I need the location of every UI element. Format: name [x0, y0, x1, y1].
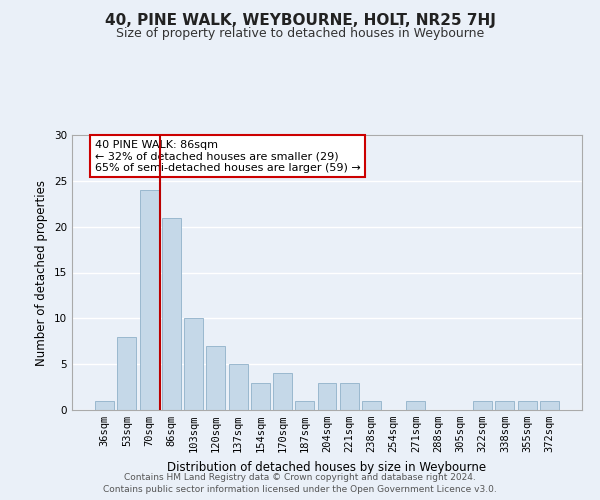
Bar [251, 382, 270, 410]
Bar [95, 401, 114, 410]
Bar [406, 401, 425, 410]
Bar [317, 382, 337, 410]
Text: 40 PINE WALK: 86sqm
← 32% of detached houses are smaller (29)
65% of semi-detach: 40 PINE WALK: 86sqm ← 32% of detached ho… [95, 140, 361, 173]
Bar [473, 401, 492, 410]
X-axis label: Distribution of detached houses by size in Weybourne: Distribution of detached houses by size … [167, 460, 487, 473]
Bar [340, 382, 359, 410]
Bar [496, 401, 514, 410]
Bar [273, 374, 292, 410]
Bar [118, 336, 136, 410]
Text: Size of property relative to detached houses in Weybourne: Size of property relative to detached ho… [116, 28, 484, 40]
Text: Contains HM Land Registry data © Crown copyright and database right 2024.: Contains HM Land Registry data © Crown c… [124, 473, 476, 482]
Text: Contains public sector information licensed under the Open Government Licence v3: Contains public sector information licen… [103, 486, 497, 494]
Y-axis label: Number of detached properties: Number of detached properties [35, 180, 49, 366]
Bar [229, 364, 248, 410]
Text: 40, PINE WALK, WEYBOURNE, HOLT, NR25 7HJ: 40, PINE WALK, WEYBOURNE, HOLT, NR25 7HJ [104, 12, 496, 28]
Bar [362, 401, 381, 410]
Bar [140, 190, 158, 410]
Bar [518, 401, 536, 410]
Bar [295, 401, 314, 410]
Bar [162, 218, 181, 410]
Bar [206, 346, 225, 410]
Bar [184, 318, 203, 410]
Bar [540, 401, 559, 410]
